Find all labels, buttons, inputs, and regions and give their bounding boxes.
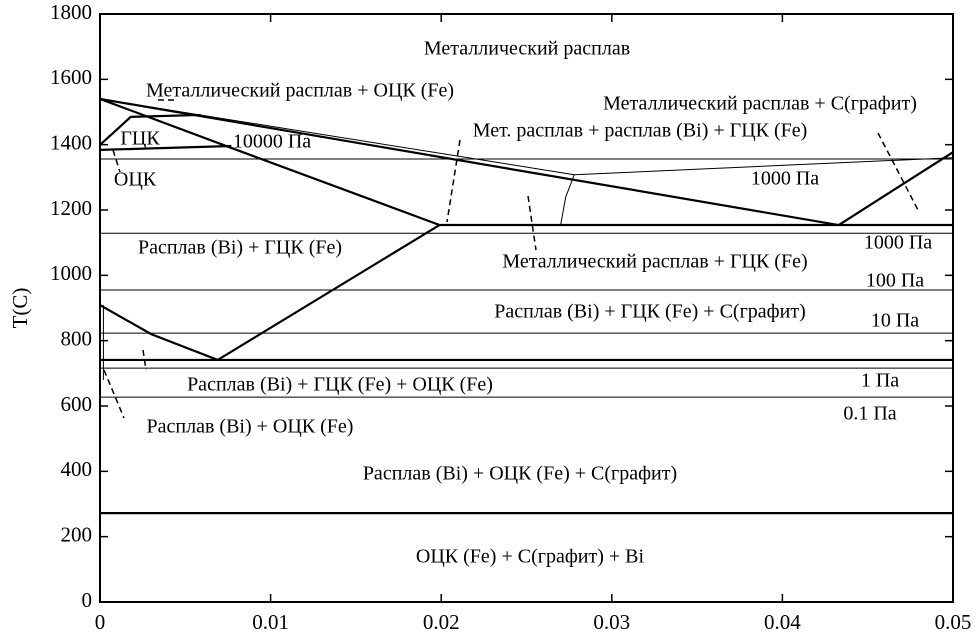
annotation: 100 Па — [866, 270, 924, 292]
annotation: Металлический расплав — [424, 38, 630, 60]
leader — [527, 195, 537, 251]
annotation: Расплав (Bi) + ОЦК (Fe) — [147, 416, 354, 438]
y-tick-label: 1000 — [50, 261, 92, 285]
annotation: Металлический расплав + ГЦК (Fe) — [502, 251, 807, 273]
y-tick-label: 800 — [61, 326, 93, 350]
y-tick-label: 600 — [61, 392, 93, 416]
x-tick-label: 0.01 — [252, 610, 289, 634]
phase-boundary — [560, 174, 575, 226]
annotation: Металлический расплав + ОЦК (Fe) — [146, 80, 454, 102]
y-tick-label: 1400 — [50, 130, 92, 154]
y-tick-label: 200 — [61, 522, 93, 546]
annotation: 1 Па — [861, 370, 899, 392]
x-tick-label: 0.02 — [423, 610, 460, 634]
phase-boundary — [99, 304, 219, 361]
annotation: 10 Па — [871, 310, 919, 332]
annotation: ГЦК — [120, 128, 160, 150]
annotation: Расплав (Bi) + ГЦК (Fe) — [138, 237, 342, 259]
y-tick-label: 1200 — [50, 196, 92, 220]
phase-boundary — [99, 113, 201, 146]
phase-boundary — [99, 144, 232, 151]
y-axis-label: T(C) — [8, 288, 32, 329]
plot-frame — [99, 13, 954, 603]
phase-boundary — [99, 97, 839, 227]
leader — [103, 369, 125, 419]
y-tick-label: 1600 — [50, 65, 92, 89]
annotation: 10000 Па — [233, 131, 311, 153]
y-tick-label: 0 — [82, 588, 93, 612]
annotation: 0.1 Па — [843, 403, 896, 425]
annotation: 1000 Па — [751, 168, 819, 190]
y-tick-label: 1800 — [50, 0, 92, 24]
x-tick-label: 0.04 — [764, 610, 801, 634]
leader — [112, 149, 121, 173]
annotation: ОЦК (Fe) + C(графит) + Bi — [416, 546, 645, 568]
leader — [877, 132, 919, 211]
annotation: ОЦК — [114, 169, 157, 191]
annotation: Расплав (Bi) + ГЦК (Fe) + C(графит) — [494, 301, 805, 323]
x-tick-label: 0.05 — [935, 610, 972, 634]
x-tick-label: 0 — [95, 610, 106, 634]
phase-boundary — [838, 151, 954, 226]
leader — [446, 139, 461, 223]
phase-boundary — [217, 224, 441, 361]
y-tick-label: 400 — [61, 457, 93, 481]
annotation: Расплав (Bi) + ОЦК (Fe) + C(графит) — [363, 463, 677, 485]
annotation: 1000 Па — [864, 232, 932, 254]
annotation: Металлический расплав + C(графит) — [603, 93, 917, 115]
x-tick-label: 0.03 — [593, 610, 630, 634]
leaders — [103, 99, 919, 419]
annotation: Мет. расплав + расплав (Bi) + ГЦК (Fe) — [473, 120, 808, 142]
phase-boundary — [99, 97, 440, 227]
annotation: Расплав (Bi) + ГЦК (Fe) + ОЦК (Fe) — [187, 374, 493, 396]
